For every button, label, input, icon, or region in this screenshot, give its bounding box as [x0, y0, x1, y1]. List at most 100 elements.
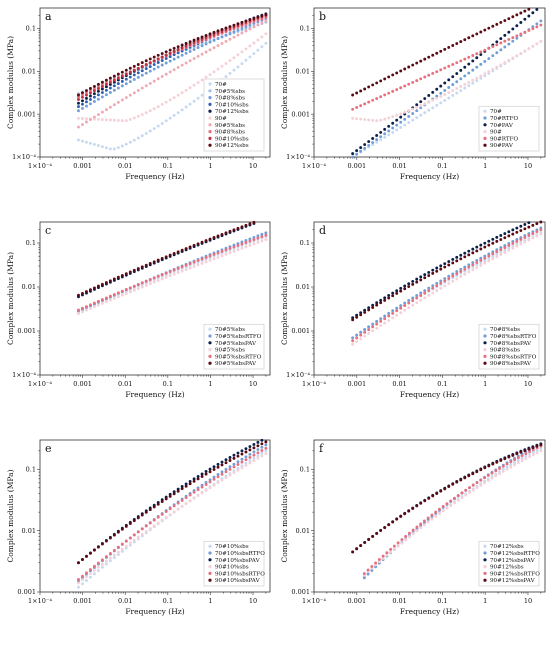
y-tick-label: 0.01: [296, 283, 310, 291]
data-point: [248, 461, 252, 465]
data-point: [96, 299, 100, 303]
data-point: [120, 542, 124, 546]
data-point: [515, 452, 519, 456]
data-point: [108, 91, 112, 94]
data-point: [228, 229, 232, 233]
data-point: [431, 53, 435, 57]
data-point: [128, 93, 132, 97]
data-point: [455, 61, 459, 65]
data-point: [523, 240, 527, 244]
data-point: [196, 54, 200, 58]
data-point: [387, 318, 391, 322]
data-point: [256, 444, 260, 448]
legend-marker: [208, 109, 212, 113]
data-point: [184, 268, 188, 271]
data-point: [415, 529, 419, 533]
data-point: [499, 238, 503, 241]
x-tick-label: 10: [524, 597, 532, 605]
data-point: [176, 507, 180, 511]
data-point: [499, 253, 503, 256]
data-point: [491, 241, 495, 245]
data-point: [479, 258, 483, 262]
data-point: [244, 47, 248, 51]
data-point: [399, 120, 403, 124]
legend-marker: [483, 109, 487, 113]
data-point: [168, 270, 172, 273]
data-point: [531, 446, 535, 450]
data-point: [132, 64, 136, 68]
data-point: [505, 467, 509, 471]
data-point: [519, 450, 523, 454]
legend-entry: 90#8%sbsRTFO: [490, 354, 537, 360]
data-point: [152, 505, 156, 509]
data-point: [204, 472, 208, 476]
data-point: [124, 524, 128, 528]
data-point: [441, 504, 445, 508]
data-point: [96, 565, 100, 569]
data-point: [168, 98, 172, 102]
data-point: [363, 334, 367, 338]
data-point: [156, 105, 160, 109]
x-tick-label: 0.001: [73, 380, 92, 388]
y-tick-label: 0.1: [300, 239, 310, 247]
data-point: [443, 262, 447, 266]
data-point: [108, 80, 112, 84]
data-point: [248, 459, 252, 463]
data-point: [156, 53, 160, 57]
data-point: [404, 538, 408, 542]
data-point: [479, 483, 483, 487]
data-point: [539, 228, 543, 232]
data-point: [204, 75, 208, 79]
data-point: [399, 514, 403, 518]
data-point: [407, 109, 411, 113]
data-point: [85, 104, 88, 108]
data-point: [443, 487, 447, 491]
data-point: [467, 71, 471, 75]
data-point: [144, 283, 148, 287]
data-point: [363, 118, 367, 121]
data-point: [395, 71, 399, 75]
data-point: [443, 265, 447, 269]
data-point: [487, 26, 491, 30]
data-point: [148, 521, 152, 525]
data-point: [511, 39, 515, 43]
data-point: [419, 106, 423, 110]
data-point: [427, 274, 431, 277]
data-point: [236, 460, 240, 464]
data-point: [479, 263, 483, 267]
data-point: [519, 238, 523, 241]
data-point: [455, 87, 459, 90]
data-point: [212, 465, 216, 469]
data-point: [471, 59, 475, 63]
data-point: [471, 247, 475, 251]
data-point: [503, 45, 507, 49]
data-point: [116, 76, 120, 80]
data-point: [355, 547, 359, 551]
data-point: [423, 276, 427, 280]
data-point: [427, 270, 431, 274]
data-point: [439, 91, 443, 95]
data-point: [387, 75, 391, 79]
data-point: [430, 517, 434, 521]
data-point: [467, 36, 471, 40]
data-point: [108, 86, 112, 90]
data-point: [475, 56, 479, 60]
data-point: [244, 223, 248, 227]
data-point: [200, 93, 204, 97]
data-point: [371, 322, 375, 326]
data-point: [196, 259, 200, 263]
data-point: [128, 536, 132, 540]
series-90#12%sbs: [77, 13, 268, 97]
data-point: [379, 301, 383, 305]
y-tick-label: 0.01: [296, 527, 310, 535]
data-point: [184, 496, 188, 500]
data-point: [176, 93, 180, 97]
data-point: [443, 279, 447, 283]
legend-entry: 90#8%sbsPAV: [490, 361, 532, 367]
data-point: [475, 245, 479, 249]
data-point: [447, 274, 451, 278]
data-point: [395, 313, 399, 317]
data-point: [244, 450, 248, 454]
x-tick-label: 1: [208, 597, 212, 605]
data-point: [403, 117, 407, 121]
